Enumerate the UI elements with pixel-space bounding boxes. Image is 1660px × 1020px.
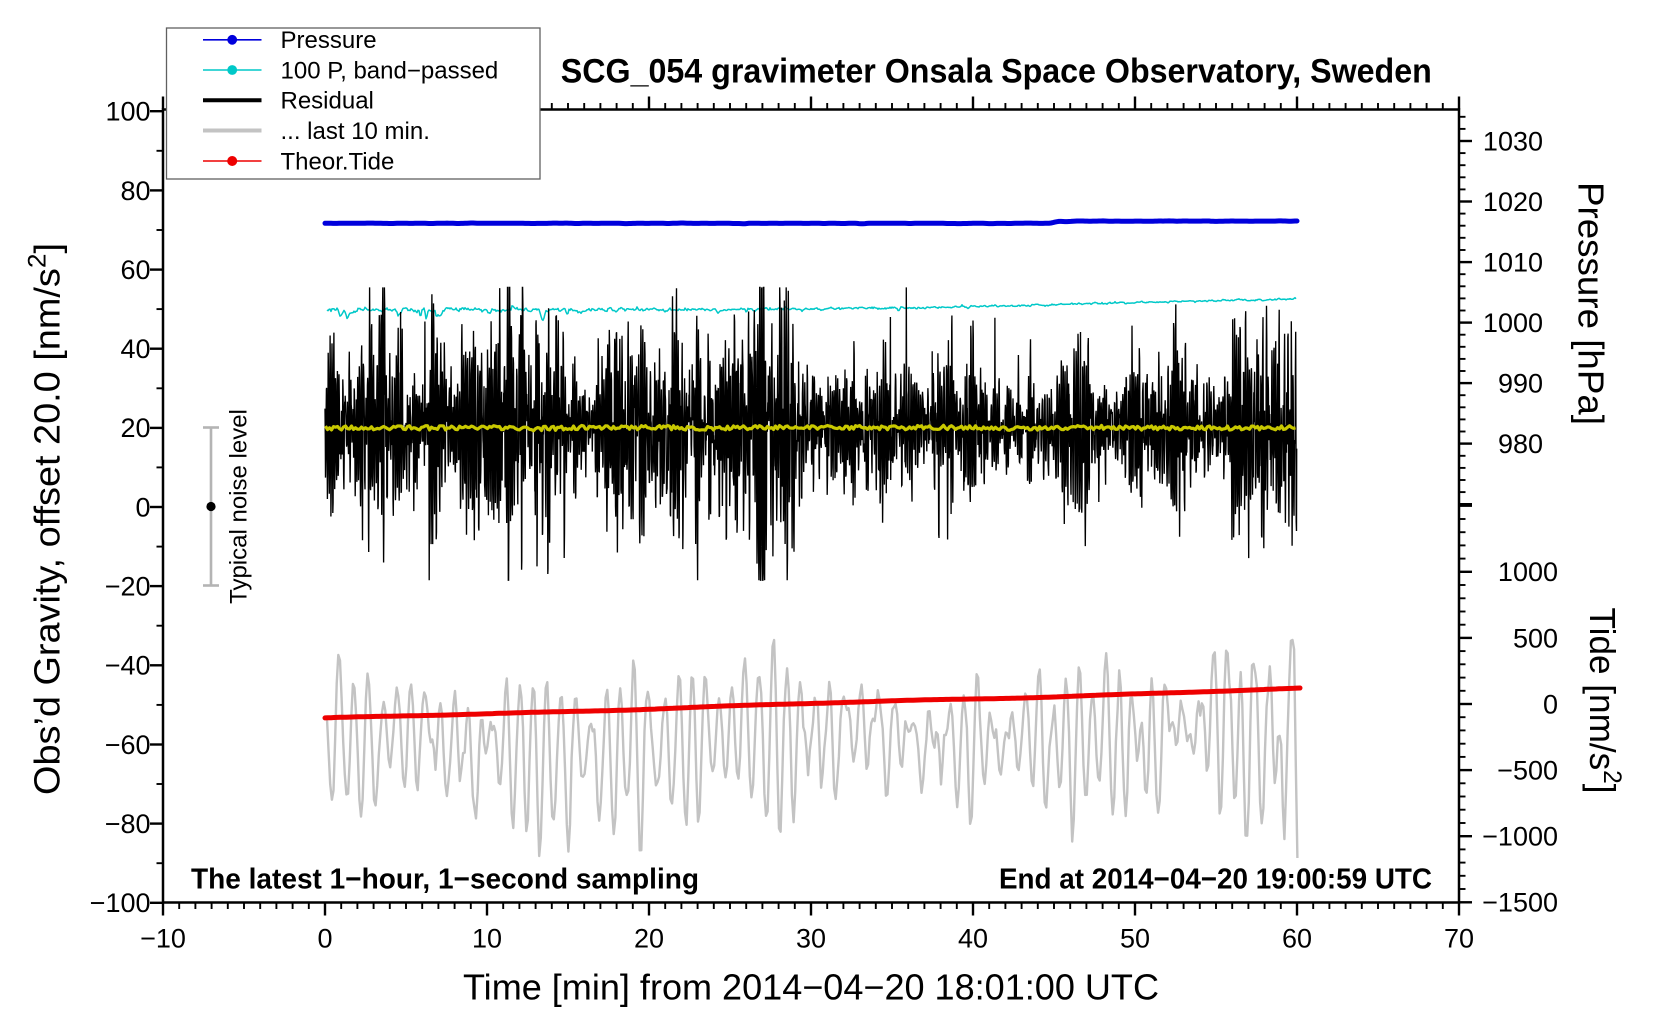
svg-text:1010: 1010 bbox=[1483, 248, 1543, 278]
svg-text:20: 20 bbox=[120, 413, 150, 443]
svg-text:Obs’d Gravity, offset 20.0 [nm: Obs’d Gravity, offset 20.0 [nm/s2] bbox=[24, 243, 68, 795]
svg-text:100: 100 bbox=[105, 97, 150, 127]
svg-text:60: 60 bbox=[1282, 924, 1312, 954]
svg-text:Theor.Tide: Theor.Tide bbox=[281, 148, 395, 175]
svg-text:−500: −500 bbox=[1497, 756, 1558, 786]
svg-text:1000: 1000 bbox=[1498, 557, 1558, 587]
svg-text:500: 500 bbox=[1513, 623, 1558, 653]
svg-text:0: 0 bbox=[135, 492, 150, 522]
svg-text:−20: −20 bbox=[105, 572, 151, 602]
svg-text:End at 2014−04−20 19:00:59 UTC: End at 2014−04−20 19:00:59 UTC bbox=[999, 864, 1432, 896]
svg-text:100 P, band−passed: 100 P, band−passed bbox=[281, 57, 499, 84]
svg-text:SCG_054 gravimeter Onsala Spac: SCG_054 gravimeter Onsala Space Observat… bbox=[561, 53, 1432, 91]
svg-text:−60: −60 bbox=[105, 730, 151, 760]
svg-text:Pressure: Pressure bbox=[281, 27, 377, 54]
svg-text:60: 60 bbox=[120, 255, 150, 285]
svg-text:−100: −100 bbox=[90, 888, 151, 918]
svg-text:Residual: Residual bbox=[281, 88, 374, 115]
svg-text:0: 0 bbox=[1543, 689, 1558, 719]
svg-text:30: 30 bbox=[796, 924, 826, 954]
svg-text:990: 990 bbox=[1498, 369, 1543, 399]
svg-text:70: 70 bbox=[1444, 924, 1474, 954]
svg-text:80: 80 bbox=[120, 176, 150, 206]
svg-text:20: 20 bbox=[634, 924, 664, 954]
svg-text:−40: −40 bbox=[105, 651, 151, 681]
svg-text:40: 40 bbox=[120, 334, 150, 364]
svg-text:Time [min] from 2014−04−20 18:: Time [min] from 2014−04−20 18:01:00 UTC bbox=[463, 966, 1159, 1007]
svg-text:1000: 1000 bbox=[1483, 308, 1543, 338]
svg-text:Pressure [hPa]: Pressure [hPa] bbox=[1571, 182, 1612, 425]
svg-text:−1500: −1500 bbox=[1482, 888, 1558, 918]
svg-text:−80: −80 bbox=[105, 809, 151, 839]
svg-text:10: 10 bbox=[472, 924, 502, 954]
svg-text:40: 40 bbox=[958, 924, 988, 954]
svg-text:Tide [nm/s2]: Tide [nm/s2] bbox=[1582, 608, 1626, 794]
svg-text:1020: 1020 bbox=[1483, 187, 1543, 217]
svg-text:Typical noise level: Typical noise level bbox=[226, 409, 253, 604]
svg-text:The latest 1−hour, 1−second sa: The latest 1−hour, 1−second sampling bbox=[191, 864, 699, 896]
svg-text:−1000: −1000 bbox=[1482, 822, 1558, 852]
svg-text:0: 0 bbox=[317, 924, 332, 954]
svg-text:50: 50 bbox=[1120, 924, 1150, 954]
svg-text:... last 10 min.: ... last 10 min. bbox=[281, 118, 430, 145]
svg-text:−10: −10 bbox=[140, 924, 186, 954]
svg-text:1030: 1030 bbox=[1483, 126, 1543, 156]
svg-text:980: 980 bbox=[1498, 429, 1543, 459]
